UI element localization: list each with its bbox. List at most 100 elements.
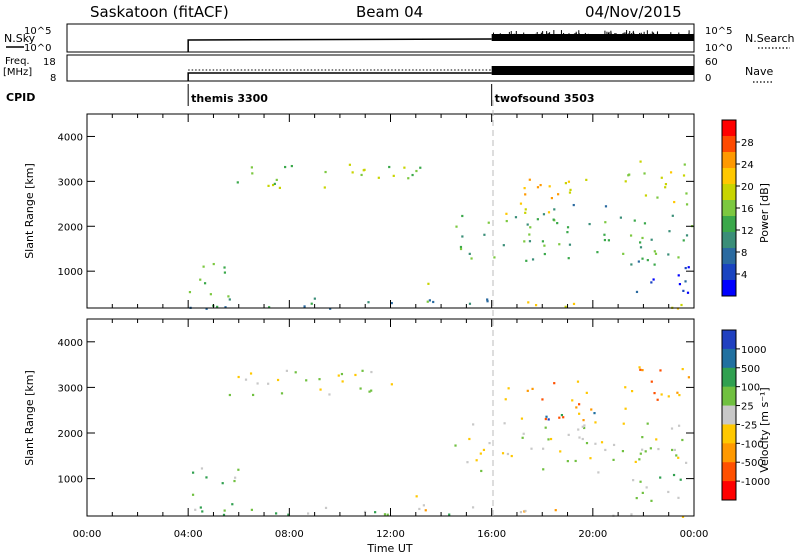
data-cell [553, 208, 556, 211]
data-cell [191, 471, 195, 474]
data-cell [526, 389, 529, 392]
data-cell [428, 299, 431, 302]
data-cell [678, 393, 681, 397]
data-cell [624, 386, 627, 389]
data-cell [639, 368, 642, 371]
data-cell [567, 257, 570, 260]
data-cell [687, 376, 690, 379]
data-cell [256, 382, 259, 385]
nsky-label: N.Sky [4, 32, 36, 45]
velocity-ylabel: Slant Range [km] [23, 370, 36, 466]
data-cell [448, 513, 451, 516]
data-cell [233, 479, 236, 483]
data-cell [488, 442, 491, 445]
data-cell [524, 509, 527, 513]
y-tick-label: 2000 [58, 222, 83, 233]
data-cell [505, 212, 508, 215]
data-cell [468, 302, 472, 305]
data-cell [223, 509, 226, 512]
data-cell [667, 490, 670, 494]
data-cell [523, 510, 526, 513]
y-tick-label: 1000 [58, 267, 83, 278]
data-cell [231, 503, 234, 506]
data-cell [249, 372, 253, 375]
data-cell [493, 256, 496, 259]
data-cell [354, 373, 357, 377]
colorbar-tick-label: -25 [741, 420, 757, 431]
data-cell [576, 380, 580, 383]
y-tick-label: 1000 [58, 475, 83, 486]
data-cell [468, 252, 471, 255]
data-cell [673, 448, 676, 452]
data-cell [419, 166, 422, 169]
data-cell [664, 186, 667, 189]
data-cell [650, 238, 653, 241]
velocity-axes: 1000 2000 3000 4000 [58, 319, 695, 516]
data-cell [656, 398, 659, 401]
data-cell [290, 164, 293, 168]
data-cell [594, 421, 597, 424]
data-cell [641, 491, 644, 495]
data-cell [370, 370, 373, 374]
data-cell [590, 408, 593, 411]
data-cell [199, 506, 202, 509]
x-tick-label: 12:00 [376, 529, 405, 540]
data-cell [612, 443, 616, 447]
data-cell [274, 512, 278, 515]
colorbar-tick-label: 1000 [741, 345, 766, 356]
data-cell [559, 450, 562, 453]
colorbar-frame [721, 329, 737, 501]
data-cell [677, 256, 680, 259]
data-cell [676, 307, 680, 310]
data-cell [628, 173, 631, 176]
data-cell [585, 441, 589, 445]
data-cell [324, 170, 327, 174]
data-cell [622, 422, 625, 425]
data-cell [604, 448, 607, 452]
data-cell [403, 166, 406, 169]
colorbar-tick-label: 25 [741, 402, 754, 413]
data-cell [544, 417, 547, 421]
x-tick-label: 20:00 [578, 529, 607, 540]
data-cell [638, 458, 641, 461]
y-tick-label: 4000 [58, 132, 83, 143]
data-cell [645, 486, 648, 489]
data-cell [650, 281, 653, 284]
data-cell [202, 265, 205, 268]
colorbar-swatch [722, 405, 736, 425]
velocity-panel: 1000 2000 3000 4000 Slant Range [km] [23, 318, 695, 518]
data-cell [194, 508, 197, 511]
data-cell [411, 173, 414, 177]
data-cell [209, 293, 212, 296]
data-cell [660, 393, 663, 396]
data-cell [278, 186, 281, 189]
data-cell [678, 283, 682, 286]
data-cell [472, 423, 475, 426]
data-cell [668, 230, 671, 233]
colorbar-swatch [722, 168, 736, 185]
data-cell [667, 253, 670, 256]
data-cell [310, 302, 313, 305]
data-cell [205, 476, 208, 479]
data-cell [568, 191, 572, 194]
data-cell [685, 203, 689, 206]
data-cell [525, 259, 528, 262]
data-cell [267, 382, 270, 385]
data-cell [507, 387, 510, 390]
colorbar-tick-label: 20 [741, 182, 754, 193]
data-cell [487, 221, 490, 224]
power-colorbar: 28 24 20 16 12 8 4 [721, 119, 754, 297]
freq-tick-high: 18 [43, 57, 56, 68]
data-cell [524, 193, 527, 196]
data-cell [639, 241, 642, 244]
colorbar-swatch [722, 264, 736, 281]
freq-label-line1: Freq. [5, 56, 30, 67]
data-cell [567, 433, 570, 436]
data-cell [506, 452, 510, 456]
data-cell [510, 454, 513, 458]
data-cell [390, 383, 393, 386]
colorbar-tick-label: 12 [741, 226, 754, 237]
data-cell [222, 513, 226, 517]
data-cell [236, 181, 239, 184]
